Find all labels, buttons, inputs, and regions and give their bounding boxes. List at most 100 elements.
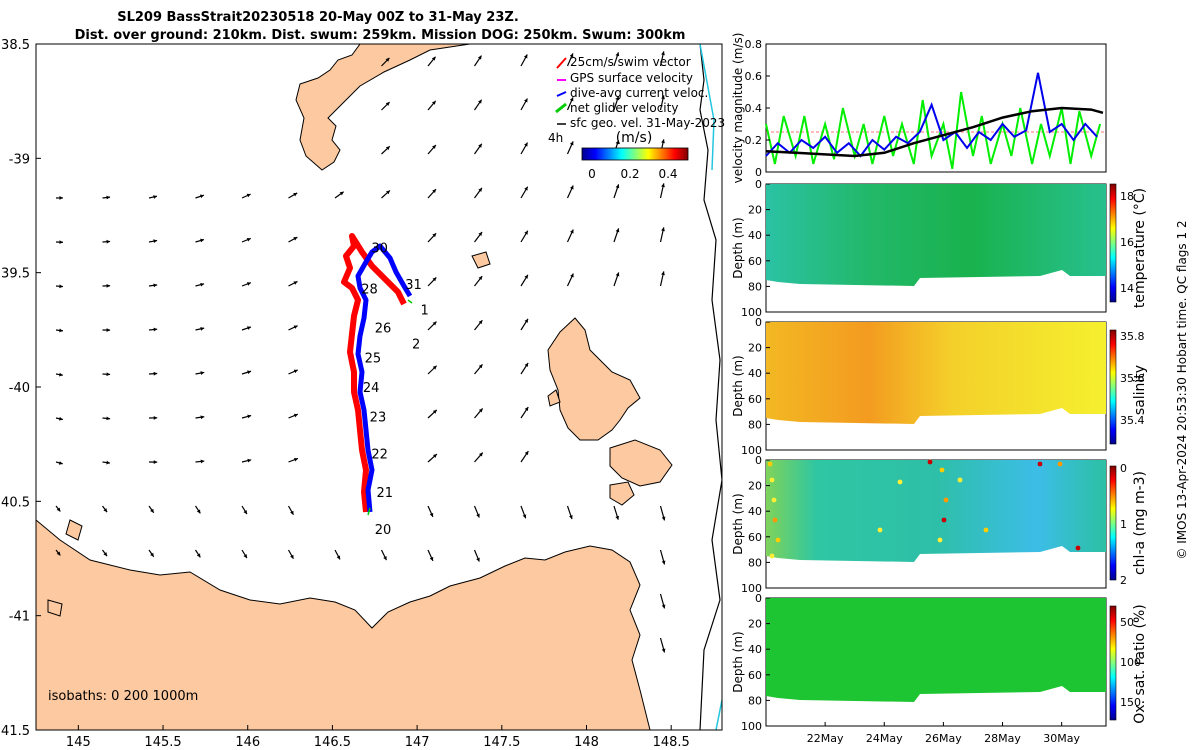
coast-cyan <box>715 699 722 730</box>
velocity-arrow-head <box>243 554 247 559</box>
map-lon-tick-label: 148 <box>574 735 599 750</box>
salinity-field <box>766 322 1106 424</box>
day-label: 31 <box>405 278 422 293</box>
day-label: 22 <box>371 447 388 462</box>
map-lon-tick-label: 148.5 <box>653 735 690 750</box>
legend-time-label: 4h <box>548 131 563 145</box>
velocity-arrow-head <box>570 229 574 234</box>
velocity-arrow-head <box>477 55 482 60</box>
chlorophyll-ylabel: Depth (m) <box>731 493 745 554</box>
velocity-arrow-head <box>661 183 665 188</box>
velocity-arrow-head <box>615 96 620 101</box>
velocity-arrow-head <box>153 195 158 199</box>
velocity-arrow-head <box>524 230 528 235</box>
velocity-arrow-head <box>478 143 482 148</box>
velocity-arrow-head <box>150 552 154 557</box>
legend-swim-label: 25cm/s swim vector <box>570 55 691 69</box>
velocity-arrow-head <box>247 370 252 375</box>
velocity-arrow-head <box>524 451 529 456</box>
depth-tick-label: 0 <box>755 592 762 605</box>
legend-net-icon <box>555 102 567 114</box>
velocity-arrow-head <box>339 191 344 196</box>
oxygen-cbar-label: Ox. sat. ratio (%) <box>1132 604 1148 723</box>
velocity-arrow-head <box>153 283 158 288</box>
velocity-ytick-label: 0.4 <box>745 102 763 115</box>
velocity-arrow-head <box>661 227 665 232</box>
land-small-island <box>547 389 561 407</box>
velocity-arrow-head <box>106 195 111 200</box>
velocity-arrow-head <box>106 239 111 244</box>
day-label: 25 <box>365 351 382 366</box>
velocity-arrow-head <box>523 54 528 59</box>
glider-track <box>341 233 413 516</box>
velocity-arrow-head <box>431 100 436 105</box>
depth-tick-label: 60 <box>748 393 762 406</box>
velocity-ytick-label: 0 <box>755 166 762 179</box>
depth-tick-label: 80 <box>748 694 762 707</box>
velocity-arrow-head <box>247 414 252 419</box>
velocity-arrow-head <box>247 458 252 463</box>
velocity-arrow-head <box>524 362 529 367</box>
velocity-series-line <box>765 91 1102 169</box>
velocity-arrow-head <box>432 233 437 238</box>
velocity-arrow-head <box>429 556 434 561</box>
velocity-arrow-head <box>290 554 294 559</box>
velocity-arrow-head <box>570 185 574 190</box>
oxygen-cbar-ticks: 50 100 150 <box>1120 616 1141 709</box>
velocity-arrow-head <box>59 196 63 200</box>
velocity-arrow-head <box>199 194 204 199</box>
depth-tick-label: 100 <box>741 582 762 595</box>
legend-sfc-label: sfc geo. vel. 31-May-2023 <box>570 116 725 130</box>
velocity-arrow-head <box>106 460 111 465</box>
day-label: 23 <box>370 411 387 426</box>
land-clarke-island <box>609 481 635 506</box>
velocity-arrow-head <box>478 276 483 281</box>
depth-tick-label: 0 <box>755 454 762 467</box>
velocity-arrow-head <box>383 556 387 561</box>
velocity-arrow-head <box>661 139 665 144</box>
colorbar-tick-label: 0 <box>1120 462 1127 475</box>
velocity-arrow-head <box>476 557 480 562</box>
map-colorbar-tick: 0 <box>588 167 596 181</box>
velocity-arrow-head <box>478 408 483 413</box>
velocity-arrow-head <box>293 457 298 462</box>
map-lat-tick-label: -41 <box>9 610 30 625</box>
depth-tick-label: 100 <box>741 444 762 457</box>
velocity-arrow-head <box>106 328 111 332</box>
depth-tick-label: 80 <box>748 280 762 293</box>
chlorophyll-outlier <box>1057 461 1063 467</box>
oxygen-panel: Ox. sat. ratio (%) Depth (m) 0 20 40 60 80 10… <box>731 592 1148 745</box>
land-tasmania <box>36 519 651 730</box>
legend-net-label: net glider velocity <box>570 101 678 115</box>
velocity-arrow-head <box>615 515 620 520</box>
velocity-arrow-head <box>661 271 665 276</box>
velocity-arrow-head <box>153 460 158 464</box>
temperature-colorbar <box>1109 183 1117 303</box>
map-legend: 25cm/s swim vector GPS surface velocity … <box>548 55 725 181</box>
chlorophyll-outlier <box>897 479 903 485</box>
chlorophyll-outlier <box>1075 545 1081 551</box>
velocity-arrow-head <box>661 604 666 609</box>
salinity-yticks: 0 20 40 60 80 100 <box>741 316 770 457</box>
velocity-arrow-head <box>478 364 483 369</box>
isobaths-label: isobaths: 0 200 1000m <box>48 689 198 704</box>
velocity-arrow-head <box>106 416 111 421</box>
velocity-arrow-head <box>385 102 390 106</box>
chlorophyll-cbar-ticks: 0 1 2 <box>1120 462 1127 587</box>
velocity-arrow-head <box>522 514 527 519</box>
velocity-arrow-head <box>246 282 251 286</box>
chlorophyll-cbar-label: chl-a (mg m-3) <box>1132 471 1148 575</box>
map-axes: 145 145.5 146 146.5 147 147.5 148 148.5 38.5 -39 3… <box>1 38 690 750</box>
velocity-arrow-head <box>432 321 437 326</box>
velocity-arrow-head <box>431 56 436 61</box>
colorbar-tick-label: 18 <box>1120 190 1134 203</box>
surface-velocity-arrows <box>55 51 666 653</box>
map-lat-tick-label: 38.5 <box>1 38 30 53</box>
depth-tick-label: 60 <box>748 531 762 544</box>
time-tick-label: 22May <box>807 732 844 745</box>
depth-tick-label: 100 <box>741 306 762 319</box>
map-lat-tick-label: 41.5 <box>1 724 30 739</box>
velocity-arrow-head <box>59 240 63 245</box>
velocity-arrow-head <box>432 454 437 458</box>
depth-tick-label: 20 <box>748 480 762 493</box>
